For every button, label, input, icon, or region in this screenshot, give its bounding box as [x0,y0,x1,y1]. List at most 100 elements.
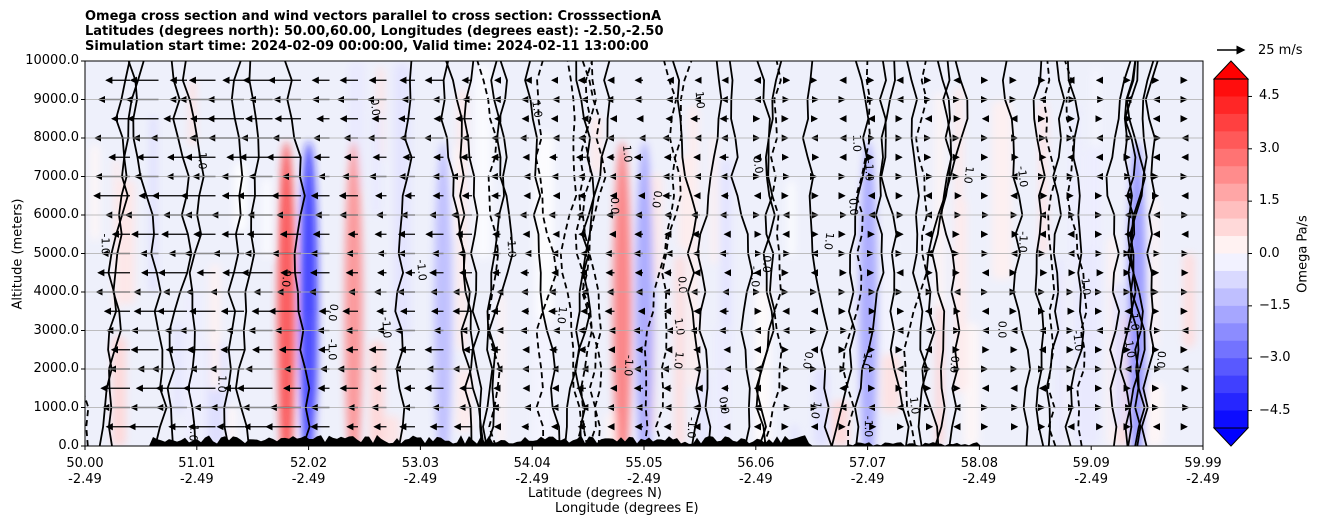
contour-label: -1.0 [859,348,875,371]
omega-fill-cell [474,65,492,258]
chart-title-line-3: Simulation start time: 2024-02-09 00:00:… [85,39,649,54]
colorbar-segment [1214,393,1248,412]
contour-label: 1.0 [620,144,635,163]
x-axis-label-longitude: Longitude (degrees E) [555,501,699,516]
contour-label: 0.0 [750,155,765,174]
contour-line [903,61,928,446]
colorbar-tick-label: −3.0 [1259,350,1291,366]
colorbar-segment [1214,201,1248,220]
x-tick-lon: -2.49 [68,472,102,487]
contour-line [581,61,607,446]
x-tick-lat: 59.09 [1072,456,1110,471]
colorbar-segment [1214,96,1248,115]
chart-title-line-2: Latitudes (degrees north): 50.00,60.00, … [85,24,664,39]
omega-feature-3 [434,141,453,446]
omega-fill-cell [371,110,381,217]
contour-label: -1.0 [748,265,762,287]
colorbar-tick-label: −4.5 [1259,402,1291,418]
colorbar-segment [1214,410,1248,429]
omega-feature-5 [635,141,654,446]
omega-fill-cell [954,198,967,392]
colorbar-extend-max [1212,60,1250,80]
omega-fill-cell [710,133,717,265]
x-tick-lon: -2.49 [962,472,997,487]
chart-title-line-1: Omega cross section and wind vectors par… [85,9,662,24]
y-tick-label: 3000.0 [33,322,80,338]
x-tick-lat: 56.06 [737,456,775,471]
contour-label: -1.0 [862,160,875,182]
colorbar-tick-label: −1.5 [1259,297,1291,313]
x-tick-lon: -2.49 [850,472,885,487]
colorbar-segment [1214,148,1248,167]
contour-line [534,61,558,446]
x-tick-lon: -2.49 [179,472,214,487]
y-axis-label: Altitude (meters) [10,198,26,310]
contour-label: 0.0 [716,396,731,415]
x-tick-label: 59.99 -2.49 [1184,456,1221,488]
colorbar-segment [1214,288,1248,307]
x-tick-label: 58.08 -2.49 [961,456,998,488]
contour-label: -1.0 [505,236,519,258]
contour-label: 0.0 [995,321,1008,339]
y-tick-label: 5000.0 [33,245,80,261]
contour-label: 1.0 [907,396,922,415]
colorbar-tick-label: 0.0 [1259,245,1280,261]
contour-label: 0.0 [947,355,961,373]
y-tick-label: 8000.0 [33,130,80,145]
contour-label: 1.0 [1078,277,1093,296]
omega-fill-cell [1079,250,1099,446]
colorbar-segment [1214,166,1248,185]
contour-label: 1.0 [1127,312,1142,331]
colorbar-tick-label: 4.5 [1259,88,1280,104]
wind-key-label: 25 m/s [1258,43,1303,58]
x-tick-label: 51.01 -2.49 [178,456,215,488]
contour-label: 1.0 [850,134,863,152]
contour-label: 0.0 [279,269,293,287]
x-tick-lat: 57.07 [848,456,887,471]
omega-feature-4 [613,141,632,446]
omega-fill-cell [262,178,272,258]
x-tick-lon: -2.49 [403,472,438,487]
contour-label: 1.0 [961,166,976,185]
contour-line [574,61,593,446]
colorbar-segment [1214,270,1248,289]
contour-label: -1.0 [862,416,875,438]
contour-label: 0.0 [846,198,860,216]
colorbar-tick-label: 3.0 [1259,140,1280,156]
omega-fill-cell [112,336,126,446]
x-tick-lon: -2.49 [1074,472,1108,487]
omega-fill-cell [456,368,473,432]
x-tick-label: 52.02 -2.49 [290,456,327,488]
omega-fill-cell [787,180,795,257]
x-tick-lat: 50.00 [66,456,104,471]
contour-label: -1.0 [326,339,339,361]
colorbar-segment [1214,183,1248,202]
contour-label: -1.0 [186,420,201,443]
x-tick-lat: 51.01 [178,456,216,471]
contour-label: 1.0 [529,99,545,118]
y-tick-label: 2000.0 [33,361,80,376]
omega-fill-cell [1182,252,1195,348]
omega-fill-cell [721,159,732,352]
y-tick-label: 0.0 [58,438,79,453]
x-tick-lon: -2.49 [291,472,326,487]
contour-label: 1.0 [215,375,229,393]
omega-fill-cell [497,293,505,446]
omega-fill-cell [90,143,100,241]
colorbar-segment [1214,323,1248,342]
contour-label: 0.0 [675,276,689,294]
omega-fill-cell [714,325,730,446]
contour-label: 0.0 [1154,350,1168,368]
x-tick-lon: -2.49 [627,472,661,487]
contour-label: 0.0 [326,303,341,322]
colorbar-segment [1214,375,1248,394]
contour-label: 1.0 [671,351,686,370]
x-tick-lat: 52.02 [289,456,328,471]
x-tick-lat: 53.03 [401,456,439,471]
omega-fill-cell [1145,383,1164,446]
contour-label: 1.0 [1122,340,1138,359]
omega-fill-cell [234,162,247,232]
colorbar-segment [1214,253,1248,272]
omega-fill-cell [369,341,385,446]
x-tick-lat: 59.99 [1184,456,1222,471]
